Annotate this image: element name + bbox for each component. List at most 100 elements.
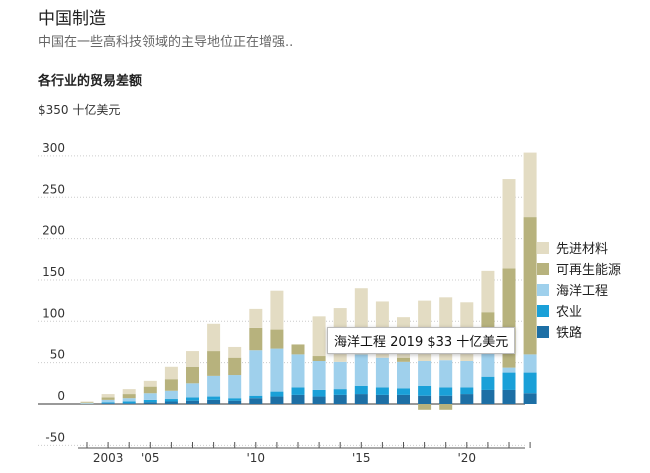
bar-segment: [397, 394, 410, 404]
bar-segment: [375, 387, 389, 395]
bars-layer: [80, 152, 537, 410]
legend-label: 铁路: [556, 326, 583, 341]
bar-segment: [481, 389, 495, 404]
bar-segment: [502, 372, 516, 390]
bar-segment: [143, 386, 157, 394]
bar-segment: [270, 348, 284, 392]
bar-segment: [228, 375, 242, 399]
legend-item: 铁路: [537, 321, 621, 342]
bar-segment: [291, 354, 305, 388]
bar-segment: [312, 316, 326, 357]
legend-label: 海洋工程: [556, 284, 609, 299]
bar-segment: [101, 394, 115, 398]
bar-segment: [122, 389, 136, 395]
bar-segment: [101, 399, 115, 403]
bar-segment: [164, 390, 178, 400]
bar-segment: [312, 356, 326, 361]
bar-segment: [481, 270, 495, 313]
bar-segment: [228, 400, 242, 404]
chart-title: 中国制造: [38, 9, 106, 29]
bar-segment: [397, 357, 410, 362]
legend-label: 先进材料: [556, 242, 609, 257]
bar-segment: [80, 403, 94, 404]
x-tick-label: '20: [458, 451, 477, 465]
bar-segment: [186, 397, 199, 401]
bar-segment: [502, 367, 516, 373]
bar-segment: [207, 375, 221, 397]
bar-segment: [186, 351, 199, 367]
bar-segment: [122, 401, 136, 404]
y-tick-label: 150: [42, 265, 65, 279]
bar-segment: [249, 308, 263, 328]
bar-segment: [481, 376, 495, 390]
y-tick-label: 250: [42, 182, 65, 196]
x-tick-label: 2003: [93, 451, 124, 465]
bar-segment: [354, 385, 368, 395]
legend-swatch: [537, 262, 549, 275]
bar-segment: [439, 395, 453, 404]
bar-segment: [186, 383, 199, 398]
bar-segment: [333, 394, 347, 404]
bar-segment: [523, 152, 537, 218]
bar-segment: [418, 360, 432, 386]
bar-segment: [249, 398, 263, 404]
bar-segment: [249, 395, 263, 399]
bar-segment: [502, 179, 516, 269]
bar-segment: [270, 329, 284, 349]
bar-segment: [122, 403, 136, 404]
bar-segment: [333, 361, 347, 390]
bar-segment: [101, 402, 115, 404]
legend-label: 可再生能源: [556, 263, 622, 278]
bar-segment: [439, 404, 453, 410]
bar-segment: [228, 357, 242, 376]
bar-segment: [249, 350, 263, 396]
bar-segment: [164, 366, 178, 380]
bar-segment: [186, 400, 199, 404]
legend-swatch: [537, 304, 549, 317]
x-tick-label: '10: [247, 451, 266, 465]
bar-segment: [439, 360, 453, 388]
bar-segment: [164, 399, 178, 402]
bar-segment: [460, 394, 474, 404]
bar-segment: [523, 372, 537, 394]
bar-segment: [143, 402, 157, 404]
bar-segment: [418, 385, 432, 396]
legend-item: 可再生能源: [537, 258, 621, 279]
bar-segment: [291, 394, 305, 404]
bar-segment: [354, 354, 368, 386]
y-tick-label: 100: [42, 306, 65, 320]
bar-segment: [164, 379, 178, 391]
bar-segment: [397, 361, 410, 389]
bar-segment: [418, 395, 432, 404]
bar-segment: [101, 403, 115, 404]
bar-segment: [80, 401, 94, 403]
bar-segment: [375, 394, 389, 404]
bar-segment: [122, 398, 136, 402]
legend-item: 农业: [537, 300, 621, 321]
bar-segment: [270, 290, 284, 330]
bar-segment: [523, 393, 537, 404]
y-tick-label: 200: [42, 224, 65, 238]
legend-item: 先进材料: [537, 237, 621, 258]
bar-segment: [270, 396, 284, 404]
bar-segment: [101, 397, 115, 400]
bar-segment: [228, 398, 242, 401]
bar-segment: [312, 396, 326, 404]
bar-segment: [164, 401, 178, 404]
bar-segment: [460, 360, 474, 388]
bar-segment: [207, 399, 221, 404]
bar-segment: [291, 344, 305, 355]
bar-segment: [502, 389, 516, 404]
bar-segment: [143, 380, 157, 387]
bar-segment: [143, 399, 157, 403]
bar-segment: [80, 402, 94, 404]
bar-segment: [291, 387, 305, 395]
y-axis-unit-label: $350 十亿美元: [38, 103, 121, 117]
bar-segment: [481, 353, 495, 377]
bar-segment: [312, 389, 326, 397]
chart-subtitle: 中国在一些高科技领域的主导地位正在增强..: [38, 35, 294, 50]
bar-segment: [333, 389, 347, 395]
legend-label: 农业: [556, 305, 583, 320]
legend-swatch: [537, 283, 549, 296]
bar-segment: [523, 217, 537, 355]
